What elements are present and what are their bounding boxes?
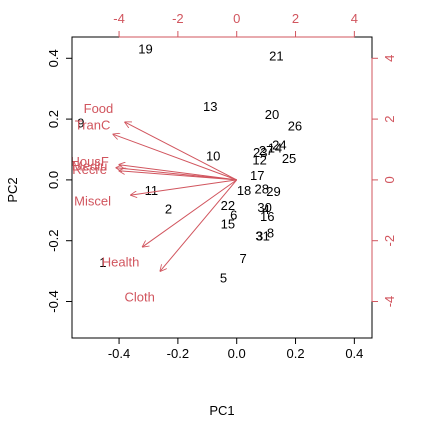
observation-label: 18 <box>237 183 251 198</box>
bottom-tick-label: -0.4 <box>108 346 130 361</box>
observation-label: 2 <box>165 201 172 216</box>
left-tick-label: 0.2 <box>46 110 61 128</box>
bottom-axis: -0.4 -0.2 0.0 0.2 0.4 <box>108 337 363 361</box>
loading-arrow <box>113 134 237 181</box>
observation-label: 7 <box>240 251 247 266</box>
bottom-tick-label: -0.2 <box>167 346 189 361</box>
right-tick-label: -4 <box>382 296 397 308</box>
observation-label: 25 <box>282 151 296 166</box>
observation-label: 26 <box>288 118 302 133</box>
loading-label: TranC <box>75 118 111 133</box>
observation-label: 22 <box>221 198 235 213</box>
observation-label: 16 <box>260 209 274 224</box>
top-tick-label: 0 <box>233 11 240 26</box>
loading-arrow <box>125 122 237 181</box>
observation-label: 29 <box>266 184 280 199</box>
x-axis-title: PC1 <box>209 403 234 418</box>
observation-label: 23 <box>253 145 267 160</box>
observation-label: 9 <box>77 116 84 131</box>
observation-label: 27 <box>259 143 273 158</box>
observation-label: 30 <box>257 200 271 215</box>
bottom-tick-label: 0.2 <box>286 346 304 361</box>
observation-label: 14 <box>268 140 282 155</box>
left-tick-label: -0.2 <box>46 230 61 252</box>
loading-label: HousF <box>70 154 108 169</box>
loading-label: Food <box>84 101 114 116</box>
right-tick-label: 2 <box>382 115 397 122</box>
loading-label: Miscel <box>74 194 111 209</box>
observation-label: 21 <box>269 48 283 63</box>
loading-arrow <box>143 179 237 247</box>
observation-label: 6 <box>230 207 237 222</box>
observation-label: 24 <box>272 137 286 152</box>
loading-arrow <box>119 171 237 181</box>
observation-label: 11 <box>145 183 159 198</box>
loading-label: Mediu <box>72 159 107 174</box>
observation-label: 13 <box>203 99 217 114</box>
y-axis-title: PC2 <box>5 177 20 202</box>
loading-label: Cloth <box>124 289 154 304</box>
top-axis: -4 -2 0 2 4 <box>113 11 358 38</box>
observation-label: 28 <box>254 182 268 197</box>
loading-arrow <box>131 179 237 195</box>
observation-label: 31 <box>255 229 269 244</box>
right-tick-label: 0 <box>382 176 397 183</box>
observation-label: 17 <box>250 168 264 183</box>
right-axis: -4 -2 0 2 4 <box>371 55 397 308</box>
observation-label: 10 <box>206 149 220 164</box>
loading-label: Health <box>102 254 140 269</box>
observation-label: 5 <box>220 270 227 285</box>
right-tick-label: 4 <box>382 55 397 62</box>
bottom-tick-label: 0.4 <box>345 346 363 361</box>
left-tick-label: 0.0 <box>46 171 61 189</box>
observation-label: 4 <box>263 202 270 217</box>
left-axis: -0.4 -0.2 0.0 0.2 0.4 <box>46 49 73 313</box>
observation-label: 3 <box>256 229 263 244</box>
top-tick-label: -2 <box>172 11 184 26</box>
loading-arrow <box>160 179 238 271</box>
observation-label: 12 <box>252 153 266 168</box>
observation-label: 19 <box>138 42 152 57</box>
right-tick-label: -2 <box>382 235 397 247</box>
loading-label: Recre <box>72 162 107 177</box>
observations-layer: 1234567891011121314151617181920212223242… <box>77 42 302 286</box>
observation-label: 8 <box>267 226 274 241</box>
top-tick-label: 4 <box>351 11 358 26</box>
observation-label: 1 <box>99 255 106 270</box>
observation-label: 15 <box>221 216 235 231</box>
top-tick-label: 2 <box>292 11 299 26</box>
observation-label: 20 <box>265 107 279 122</box>
top-tick-label: -4 <box>113 11 125 26</box>
loading-arrow <box>119 165 237 181</box>
left-tick-label: -0.4 <box>46 290 61 312</box>
plot-frame <box>71 36 373 339</box>
left-tick-label: 0.4 <box>46 49 61 67</box>
bottom-tick-label: 0.0 <box>228 346 246 361</box>
